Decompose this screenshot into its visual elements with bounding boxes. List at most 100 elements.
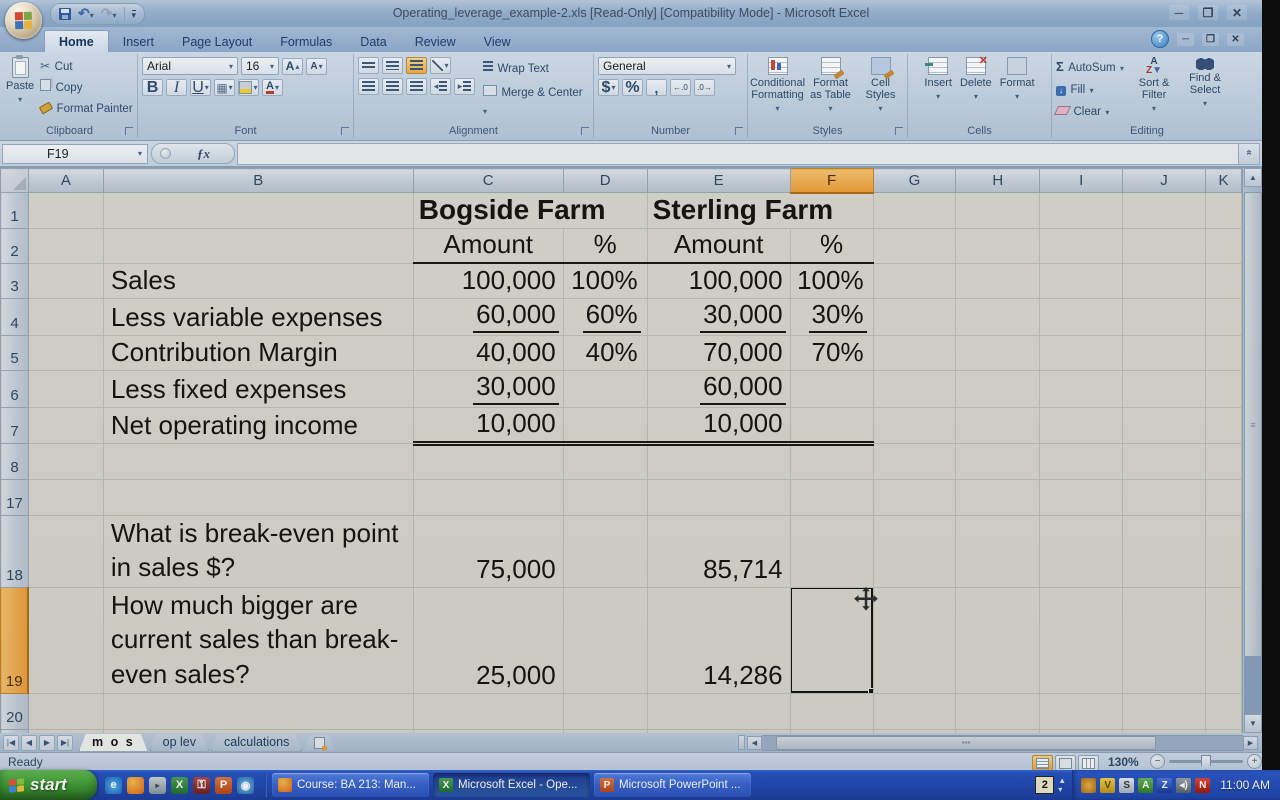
cell[interactable] <box>1205 263 1242 299</box>
cell-e4[interactable]: 30,000 <box>647 298 791 336</box>
fill-button[interactable]: ↓ Fill ▾ <box>1056 80 1094 98</box>
cell[interactable] <box>103 192 414 229</box>
cell[interactable] <box>873 443 957 480</box>
cell[interactable] <box>790 693 874 730</box>
cell[interactable] <box>873 479 957 516</box>
cell[interactable] <box>873 335 957 371</box>
decrease-indent-icon[interactable]: ◂ <box>430 78 451 95</box>
page-layout-view-icon[interactable] <box>1055 755 1076 771</box>
vertical-scroll-track[interactable] <box>1244 657 1262 714</box>
cell[interactable] <box>28 263 104 299</box>
cell-c7[interactable]: 10,000 <box>413 407 564 446</box>
previous-sheet-icon[interactable]: ◀ <box>21 734 37 751</box>
cell-b6[interactable]: Less fixed expenses <box>103 370 414 408</box>
cell[interactable] <box>1205 228 1242 264</box>
format-cells-button[interactable]: Format ▾ <box>1000 57 1035 103</box>
cell-f3[interactable]: 100% <box>790 263 874 299</box>
sheet-tab-mos[interactable]: m o s <box>79 734 148 752</box>
insert-cells-button[interactable]: Insert ▾ <box>924 57 952 103</box>
merge-center-button[interactable]: Merge & Center ▾ <box>483 85 583 116</box>
scroll-up-icon[interactable]: ▲ <box>1244 168 1262 187</box>
column-header-i[interactable]: I <box>1039 168 1124 193</box>
decrease-decimal-icon[interactable]: .0→ <box>694 79 715 96</box>
cell[interactable] <box>873 298 957 336</box>
tab-data[interactable]: Data <box>360 35 387 49</box>
cell[interactable] <box>28 192 104 229</box>
cell[interactable] <box>1205 479 1242 516</box>
cell[interactable] <box>873 192 957 229</box>
page-break-view-icon[interactable] <box>1078 755 1099 771</box>
cell[interactable] <box>28 370 104 408</box>
cell-c18[interactable]: 75,000 <box>413 515 564 588</box>
accounting-format-button[interactable]: $ ▾ <box>598 79 619 96</box>
cell[interactable] <box>955 263 1041 299</box>
row-header-20[interactable]: 20 <box>0 693 29 730</box>
tab-home[interactable]: Home <box>44 30 109 52</box>
last-sheet-icon[interactable]: ▶| <box>57 734 73 751</box>
cell[interactable] <box>413 479 564 516</box>
cell[interactable] <box>790 443 874 480</box>
cell-b3[interactable]: Sales <box>103 263 414 299</box>
cell[interactable] <box>647 693 791 730</box>
cell-c6[interactable]: 30,000 <box>413 370 564 408</box>
cell[interactable] <box>1039 515 1124 588</box>
close-button[interactable]: ✕ <box>1227 5 1247 20</box>
column-header-b[interactable]: B <box>102 168 414 193</box>
cell-b19[interactable]: How much bigger are current sales than b… <box>103 587 414 694</box>
cell[interactable] <box>1122 407 1206 444</box>
scroll-right-icon[interactable]: ▶ <box>1243 735 1258 750</box>
sort-filter-button[interactable]: A Z▼ Sort & Filter ▾ <box>1138 56 1170 114</box>
cell[interactable] <box>1205 407 1242 444</box>
start-button[interactable]: start <box>0 770 97 800</box>
orientation-icon[interactable]: ▾ <box>430 57 451 74</box>
cell[interactable] <box>413 693 564 730</box>
expand-formula-bar-icon[interactable]: » <box>1238 142 1260 165</box>
cell[interactable] <box>28 443 104 480</box>
redo-button[interactable]: ↷▾ <box>100 5 117 21</box>
cell[interactable] <box>1039 228 1124 264</box>
column-header-d[interactable]: D <box>562 168 648 193</box>
workbook-restore-button[interactable]: ❐ <box>1202 32 1219 46</box>
horizontal-scroll-thumb[interactable]: ▪▪▪ <box>776 735 1156 750</box>
scroll-down-icon[interactable]: ▼ <box>1244 714 1262 733</box>
cell[interactable] <box>873 370 957 408</box>
tray-expand-icon[interactable]: ▲ ▾ <box>1058 776 1067 794</box>
cell[interactable] <box>1205 693 1242 730</box>
column-header-a[interactable]: A <box>27 168 104 193</box>
cell[interactable] <box>28 729 104 733</box>
cell-b4[interactable]: Less variable expenses <box>103 298 414 336</box>
cell[interactable] <box>1205 515 1242 588</box>
cell[interactable] <box>873 263 957 299</box>
task-microsoft-excel[interactable]: X Microsoft Excel - Ope... <box>433 773 590 797</box>
zoom-level[interactable]: 130% <box>1108 755 1139 769</box>
tab-formulas[interactable]: Formulas <box>280 35 333 49</box>
row-header-1[interactable]: 1 <box>0 192 29 229</box>
cell[interactable] <box>955 729 1041 733</box>
clipboard-dialog-launcher[interactable] <box>125 127 133 135</box>
cell[interactable] <box>1122 729 1206 733</box>
font-color-button[interactable]: A ▾ <box>262 79 283 96</box>
cell[interactable] <box>790 370 874 408</box>
cell[interactable] <box>955 298 1041 336</box>
cell[interactable] <box>1122 443 1206 480</box>
cell-f4[interactable]: 30% <box>790 298 874 336</box>
language-indicator[interactable]: 2 <box>1035 776 1055 794</box>
find-select-button[interactable]: Find & Select ▾ <box>1184 57 1226 120</box>
cell[interactable] <box>1039 693 1124 730</box>
cell[interactable] <box>1205 443 1242 480</box>
cell-e18[interactable]: 85,714 <box>647 515 791 588</box>
customize-qat-icon[interactable]: ▾ <box>131 9 137 20</box>
browser-globe-icon[interactable]: ◉ <box>237 776 254 794</box>
fill-color-button[interactable]: ▾ <box>238 79 259 96</box>
column-header-f[interactable]: F <box>789 168 874 194</box>
cell[interactable] <box>955 693 1041 730</box>
cell[interactable] <box>1039 443 1124 480</box>
row-header-5[interactable]: 5 <box>0 334 29 371</box>
font-family-combo[interactable]: Arial ▾ <box>142 57 238 75</box>
media-player-icon[interactable]: ▸ <box>149 776 166 794</box>
format-as-table-button[interactable]: Format as Table ▾ <box>807 57 855 115</box>
cell[interactable] <box>1122 298 1206 336</box>
cell-b18[interactable]: What is break-even point in sales $? <box>103 515 414 588</box>
wrap-text-button[interactable]: Wrap Text <box>483 59 549 77</box>
format-painter-button[interactable]: Format Painter <box>38 99 133 117</box>
